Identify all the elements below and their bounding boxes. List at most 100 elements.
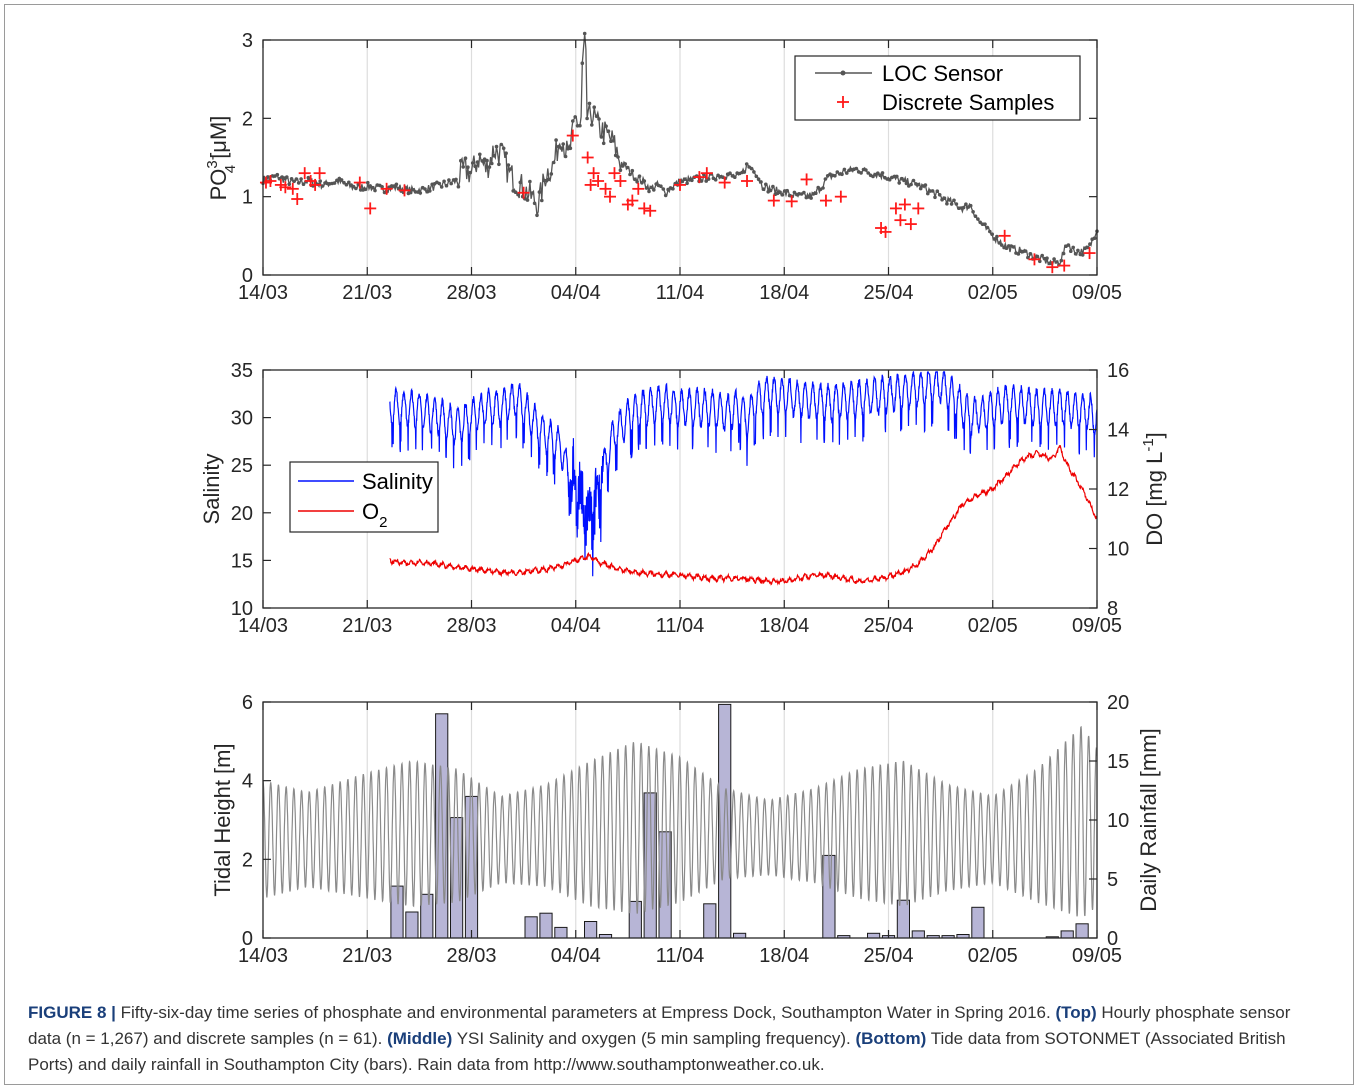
loc-sensor-point <box>408 190 413 195</box>
loc-sensor-point <box>699 179 704 183</box>
y-tick-label: 6 <box>242 692 253 714</box>
loc-sensor-point <box>937 193 942 197</box>
discrete-sample-point <box>800 173 813 186</box>
loc-sensor-point <box>468 170 473 175</box>
loc-sensor-point <box>463 156 468 160</box>
loc-sensor-point <box>923 183 928 187</box>
loc-sensor-point <box>961 205 966 210</box>
loc-sensor-point <box>971 210 975 214</box>
caption-top-label: (Top) <box>1055 1003 1097 1022</box>
loc-sensor-point <box>887 177 892 182</box>
loc-sensor-point <box>499 142 504 147</box>
loc-sensor-point <box>470 161 475 165</box>
rainfall-bar <box>1075 923 1089 939</box>
x-tick-label: 14/03 <box>238 282 288 304</box>
loc-sensor-point <box>299 177 303 181</box>
y2-tick-label: 5 <box>1107 869 1118 891</box>
x-tick-label: 02/05 <box>968 282 1018 304</box>
y2-tick-label: 0 <box>1107 928 1118 950</box>
x-tick-label: 11/04 <box>656 615 705 637</box>
loc-sensor-point <box>659 184 663 188</box>
x-tick-label: 04/04 <box>551 945 601 967</box>
loc-sensor-point <box>287 182 292 186</box>
loc-sensor-point <box>990 232 994 236</box>
loc-sensor-point <box>437 181 442 186</box>
loc-sensor-point <box>792 190 797 195</box>
discrete-sample-point <box>298 167 311 180</box>
loc-sensor-point <box>366 180 370 185</box>
loc-sensor-point <box>1071 245 1075 250</box>
discrete-sample-point <box>398 184 411 197</box>
loc-sensor-point <box>854 166 859 171</box>
loc-sensor-point <box>916 182 921 187</box>
y-axis-label-left: Salinity <box>199 454 224 525</box>
discrete-sample-point <box>1058 259 1071 272</box>
legend-loc-label: LOC Sensor <box>882 61 1003 86</box>
loc-sensor-point <box>1004 246 1009 250</box>
discrete-sample-point <box>286 182 299 195</box>
loc-sensor-point <box>547 177 551 182</box>
panel-bottom: 14/03 21/03 28/03 04/04 11/04 18/04 25/04 02/05… <box>210 692 1161 967</box>
discrete-sample-point <box>741 175 754 187</box>
caption-middle-text: YSI Salinity and oxygen (5 min sampling … <box>456 1029 851 1048</box>
rainfall-bar <box>584 921 598 939</box>
loc-sensor-point <box>530 191 535 195</box>
loc-sensor-point <box>1059 258 1064 263</box>
loc-sensor-point <box>871 174 875 179</box>
loc-sensor-point <box>549 172 554 176</box>
discrete-sample-point <box>626 194 639 207</box>
loc-sensor-point <box>768 188 773 193</box>
legend-salinity-label: Salinity <box>362 469 433 494</box>
loc-sensor-point <box>992 237 997 241</box>
loc-sensor-point <box>835 170 840 174</box>
discrete-sample-point <box>898 198 911 211</box>
x-tick-label: 21/03 <box>342 945 392 967</box>
loc-sensor-point <box>663 193 668 198</box>
x-tick-label: 28/03 <box>446 615 496 637</box>
loc-sensor-point <box>528 179 532 184</box>
x-tick-label: 04/04 <box>551 282 601 304</box>
loc-sensor-point <box>968 203 973 208</box>
x-tick-label: 25/04 <box>863 615 913 637</box>
loc-sensor-point <box>995 234 999 239</box>
loc-sensor-point <box>504 151 508 155</box>
rainfall-bar <box>420 893 434 939</box>
loc-sensor-point <box>285 175 289 179</box>
loc-sensor-point <box>370 185 375 190</box>
salinity-line <box>389 370 1098 577</box>
discrete-sample-point <box>587 167 600 180</box>
y-axis-label-right: Daily Rainfall [mm] <box>1136 728 1161 911</box>
loc-sensor-point <box>759 180 763 184</box>
loc-sensor-point <box>1080 253 1085 257</box>
discrete-sample-point <box>581 151 594 164</box>
loc-sensor-point <box>485 158 489 163</box>
loc-sensor-point <box>578 123 582 128</box>
loc-sensor-point <box>845 171 849 175</box>
discrete-sample-point <box>353 176 366 189</box>
loc-sensor-point <box>733 175 737 179</box>
discrete-sample-point <box>291 193 304 206</box>
y-axis-label: PO3-4 [μM] <box>204 116 239 201</box>
discrete-sample-point <box>998 229 1011 242</box>
loc-sensor-point <box>296 181 301 185</box>
loc-sensor-point <box>985 225 990 230</box>
y2-tick-label: 20 <box>1107 692 1129 714</box>
loc-sensor-point <box>551 160 556 165</box>
loc-sensor-point <box>1023 249 1028 253</box>
loc-sensor-point <box>809 196 813 200</box>
loc-sensor-point <box>840 172 844 177</box>
loc-sensor-point <box>756 177 761 181</box>
loc-sensor-point <box>449 181 454 186</box>
x-tick-label: 11/04 <box>656 282 705 304</box>
discrete-sample-point <box>889 202 902 215</box>
legend-box <box>289 461 439 533</box>
discrete-sample-point <box>599 182 612 195</box>
loc-sensor-point <box>749 166 754 171</box>
loc-sensor-point <box>478 152 482 157</box>
loc-sensor-point <box>509 167 513 171</box>
figure-canvas: 14/03 21/03 28/03 04/04 11/04 18/04 25/04 02/05… <box>199 30 1167 967</box>
loc-sensor-point <box>823 177 828 181</box>
rainfall-bar <box>1060 930 1074 939</box>
loc-sensor-point <box>516 192 520 197</box>
x-tick-label: 18/04 <box>759 282 809 304</box>
